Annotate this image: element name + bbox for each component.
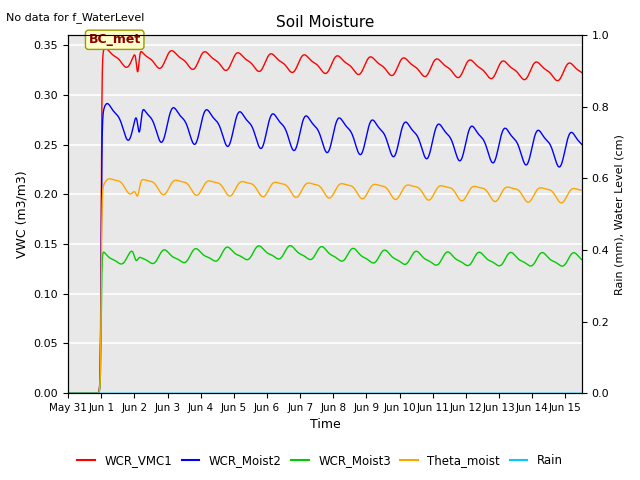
Line: Theta_moist: Theta_moist: [68, 179, 582, 393]
Theta_moist: [399, 187, 406, 193]
WCR_Moist2: [103, 101, 111, 107]
Theta_moist: [106, 176, 113, 182]
Theta_moist: [578, 187, 586, 193]
Title: Soil Moisture: Soil Moisture: [276, 15, 374, 30]
Theta_moist: [260, 193, 268, 199]
WCR_VMC1: [260, 61, 268, 67]
WCR_VMC1: [157, 64, 165, 70]
WCR_VMC1: [372, 59, 380, 64]
WCR_Moist2: [399, 124, 406, 130]
WCR_Moist2: [578, 142, 586, 147]
WCR_Moist2: [64, 390, 72, 396]
WCR_Moist3: [399, 261, 406, 266]
Theta_moist: [487, 194, 495, 200]
WCR_Moist2: [372, 121, 380, 127]
Theta_moist: [372, 181, 380, 187]
WCR_VMC1: [64, 390, 72, 396]
WCR_VMC1: [487, 76, 495, 82]
WCR_VMC1: [102, 46, 109, 51]
Text: BC_met: BC_met: [88, 33, 141, 46]
WCR_Moist2: [260, 138, 268, 144]
WCR_VMC1: [448, 68, 456, 74]
Theta_moist: [448, 186, 456, 192]
WCR_Moist3: [448, 252, 456, 257]
WCR_VMC1: [399, 56, 406, 61]
WCR_Moist3: [372, 258, 380, 264]
Text: No data for f_WaterLevel: No data for f_WaterLevel: [6, 12, 145, 23]
WCR_Moist2: [157, 139, 165, 145]
Legend: WCR_VMC1, WCR_Moist2, WCR_Moist3, Theta_moist, Rain: WCR_VMC1, WCR_Moist2, WCR_Moist3, Theta_…: [72, 449, 568, 472]
Line: WCR_VMC1: WCR_VMC1: [68, 48, 582, 393]
Theta_moist: [64, 390, 72, 396]
X-axis label: Time: Time: [310, 419, 340, 432]
WCR_Moist3: [260, 248, 268, 253]
Line: WCR_Moist3: WCR_Moist3: [68, 246, 582, 393]
Theta_moist: [157, 191, 165, 196]
WCR_Moist3: [487, 258, 495, 264]
Line: WCR_Moist2: WCR_Moist2: [68, 104, 582, 393]
Y-axis label: VWC (m3/m3): VWC (m3/m3): [15, 170, 28, 258]
WCR_Moist2: [487, 157, 495, 163]
WCR_Moist2: [448, 138, 456, 144]
WCR_Moist3: [157, 249, 165, 255]
WCR_Moist3: [578, 257, 586, 263]
Y-axis label: Rain (mm), Water Level (cm): Rain (mm), Water Level (cm): [615, 134, 625, 295]
WCR_Moist3: [64, 390, 72, 396]
WCR_Moist3: [287, 243, 294, 249]
WCR_VMC1: [578, 70, 586, 76]
